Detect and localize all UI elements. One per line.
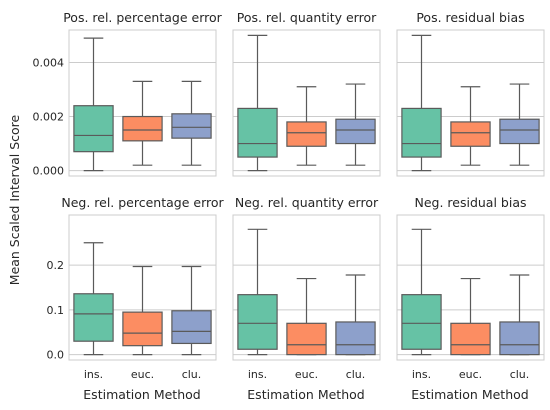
box-euc: [122, 311, 163, 347]
box-euc: [450, 121, 491, 147]
y-tick-label: 0.002: [33, 111, 65, 124]
box-ins: [73, 105, 114, 153]
panel-4: 0.0 0.1 0.2 ins. euc. clu. Neg. rel. percentag…: [47, 195, 225, 381]
x-axis-label-3: Estimation Method: [411, 387, 528, 402]
x-tick-label: clu.: [510, 368, 530, 381]
panel-frame: [232, 214, 381, 361]
panel-title: Neg. rel. quantity error: [235, 195, 379, 210]
panel-frame: [396, 214, 545, 361]
y-tick-label: 0.1: [47, 304, 65, 317]
panel-6: ins. euc. clu. Neg. residual bias: [396, 195, 545, 381]
x-tick-label: euc.: [295, 368, 318, 381]
box-clu: [499, 321, 540, 356]
box-ins: [401, 107, 442, 158]
panel-2: Pos. rel. quantity error: [232, 10, 381, 177]
box-ins: [73, 293, 114, 342]
x-tick-label: euc.: [131, 368, 154, 381]
y-axis-label: Mean Scaled Interval Score: [7, 114, 22, 285]
y-tick-label: 0.0: [47, 349, 65, 362]
x-tick-label: clu.: [182, 368, 202, 381]
box-ins: [401, 294, 442, 350]
panel-frame: [396, 29, 545, 177]
panel-title: Pos. residual bias: [416, 10, 524, 25]
box-euc: [286, 322, 327, 356]
y-tick-label: 0.2: [47, 259, 65, 272]
y-tick-label: 0.000: [33, 165, 65, 178]
panel-title: Neg. residual bias: [414, 195, 526, 210]
box-clu: [171, 310, 212, 345]
box-clu: [499, 118, 540, 145]
panel-5: ins. euc. clu. Neg. rel. quantity error: [232, 195, 381, 381]
box-euc: [286, 121, 327, 147]
box-ins: [237, 107, 278, 158]
panel-3: Pos. residual bias: [396, 10, 545, 177]
panel-1: 0.000 0.002 0.004 Pos. rel. percentage erro…: [33, 10, 223, 178]
box-clu: [171, 113, 212, 139]
panel-title: Pos. rel. quantity error: [237, 10, 377, 25]
panel-frame: [68, 214, 217, 361]
x-tick-label: ins.: [412, 368, 431, 381]
box-ins: [237, 294, 278, 350]
panels: 0.000 0.002 0.004 Pos. rel. percentage erro…: [33, 10, 545, 381]
y-tick-label: 0.004: [33, 56, 65, 69]
panel-title: Pos. rel. percentage error: [63, 10, 222, 25]
x-tick-label: euc.: [459, 368, 482, 381]
x-tick-label: clu.: [346, 368, 366, 381]
box-euc: [450, 322, 491, 356]
x-tick-label: ins.: [84, 368, 103, 381]
x-tick-label: ins.: [248, 368, 267, 381]
panel-title: Neg. rel. percentage error: [61, 195, 224, 210]
x-axis-label-2: Estimation Method: [247, 387, 364, 402]
box-clu: [335, 118, 376, 145]
panel-frame: [68, 29, 217, 177]
box-euc: [122, 115, 163, 142]
x-axis-label-1: Estimation Method: [83, 387, 200, 402]
panel-frame: [232, 29, 381, 177]
box-clu: [335, 321, 376, 356]
